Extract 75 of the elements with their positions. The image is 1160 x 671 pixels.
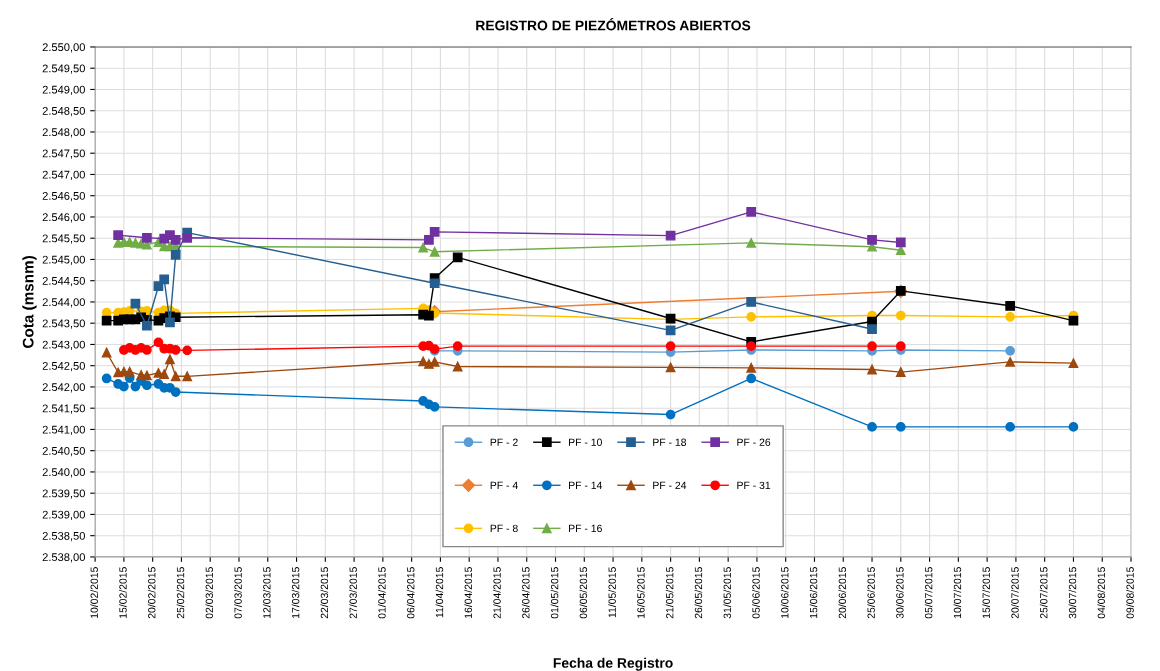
y-tick-label: 2.543,00 [42, 340, 85, 350]
x-tick-label: 09/08/2015 [1126, 567, 1134, 619]
y-tick-label: 2.539,50 [42, 489, 85, 499]
y-tick-label: 2.542,50 [42, 361, 85, 372]
x-tick-label: 01/05/2015 [550, 567, 559, 619]
y-tick-label: 2.540,00 [42, 468, 85, 478]
y-tick-label: 2.541,50 [42, 404, 85, 414]
x-tick-label: 15/06/2015 [809, 567, 818, 618]
legend-label: PF - 10 [569, 438, 602, 446]
x-tick-label: 12/03/2015 [262, 567, 271, 618]
x-tick-label: 26/04/2015 [521, 567, 530, 619]
x-tick-label: 05/07/2015 [924, 567, 933, 619]
x-tick-label: 21/04/2015 [493, 567, 501, 619]
x-tick-label: 04/08/2015 [1097, 567, 1106, 619]
x-tick-label: 06/05/2015 [579, 567, 588, 619]
x-tick-label: 21/05/2015 [665, 567, 674, 619]
y-tick-label: 2.541,00 [42, 425, 85, 435]
x-tick-label: 15/02/2015 [119, 567, 127, 618]
y-axis-title: Cota (msnm) [22, 256, 37, 348]
y-tick-label: 2.540,50 [42, 446, 85, 457]
y-tick-label: 2.547,50 [42, 149, 85, 159]
x-tick-label: 05/06/2015 [752, 567, 760, 619]
legend-label: PF - 14 [569, 481, 603, 489]
chart-title: REGISTRO DE PIEZÓMETROS ABIERTOS [476, 17, 751, 31]
y-tick-label: 2.549,50 [42, 64, 85, 74]
x-axis-title: Fecha de Registro [553, 657, 673, 671]
y-tick-label: 2.549,00 [42, 85, 85, 95]
y-tick-label: 2.545,50 [42, 234, 85, 244]
x-tick-label: 27/03/2015 [349, 567, 357, 619]
x-tick-label: 16/04/2015 [464, 567, 472, 618]
y-tick-label: 2.547,00 [42, 170, 85, 180]
y-tick-label: 2.550,00 [42, 43, 85, 53]
x-tick-label: 25/07/2015 [1039, 567, 1048, 619]
x-tick-label: 20/07/2015 [1011, 567, 1019, 619]
x-tick-label: 25/06/2015 [867, 567, 875, 619]
x-tick-label: 20/02/2015 [147, 567, 156, 619]
legend-label: PF - 8 [490, 524, 518, 533]
y-tick-label: 2.542,00 [42, 383, 85, 393]
legend-label: PF - 18 [653, 438, 687, 446]
x-tick-label: 02/03/2015 [205, 567, 214, 619]
x-tick-label: 10/02/2015 [90, 567, 98, 618]
x-tick-label: 30/06/2015 [895, 567, 904, 619]
x-tick-label: 06/04/2015 [406, 567, 415, 619]
x-tick-label: 07/03/2015 [234, 567, 242, 619]
y-tick-label: 2.545,00 [42, 255, 85, 265]
y-tick-label: 2.546,50 [42, 191, 85, 202]
y-tick-label: 2.548,50 [42, 106, 85, 117]
legend-label: PF - 4 [490, 481, 518, 489]
y-tick-label: 2.538,00 [42, 553, 85, 563]
x-tick-label: 31/05/2015 [723, 567, 731, 619]
x-tick-label: 11/04/2015 [435, 567, 444, 618]
legend-label: PF - 16 [569, 524, 602, 533]
x-tick-label: 01/04/2015 [378, 567, 386, 619]
legend-label: PF - 26 [737, 438, 771, 446]
legend-label: PF - 2 [490, 438, 518, 446]
y-tick-label: 2.539,00 [42, 510, 85, 520]
x-tick-label: 26/05/2015 [694, 567, 703, 619]
y-tick-label: 2.548,00 [42, 128, 85, 138]
y-tick-label: 2.544,00 [42, 298, 85, 308]
legend-label: PF - 24 [653, 481, 687, 489]
x-tick-label: 11/05/2015 [608, 567, 616, 618]
x-tick-label: 22/03/2015 [320, 567, 329, 619]
y-tick-label: 2.546,00 [42, 213, 85, 223]
x-tick-label: 10/06/2015 [780, 567, 789, 618]
y-tick-label: 2.544,50 [42, 276, 85, 287]
x-tick-label: 20/06/2015 [838, 567, 847, 619]
x-tick-label: 15/07/2015 [982, 567, 990, 618]
y-tick-label: 2.538,50 [42, 531, 85, 542]
x-tick-label: 10/07/2015 [953, 567, 962, 618]
legend-label: PF - 31 [737, 481, 771, 490]
x-tick-label: 17/03/2015 [291, 567, 300, 618]
x-tick-label: 16/05/2015 [636, 567, 645, 618]
y-tick-label: 2.543,50 [42, 319, 85, 329]
x-tick-label: 25/02/2015 [176, 567, 185, 619]
x-tick-label: 30/07/2015 [1068, 567, 1077, 619]
